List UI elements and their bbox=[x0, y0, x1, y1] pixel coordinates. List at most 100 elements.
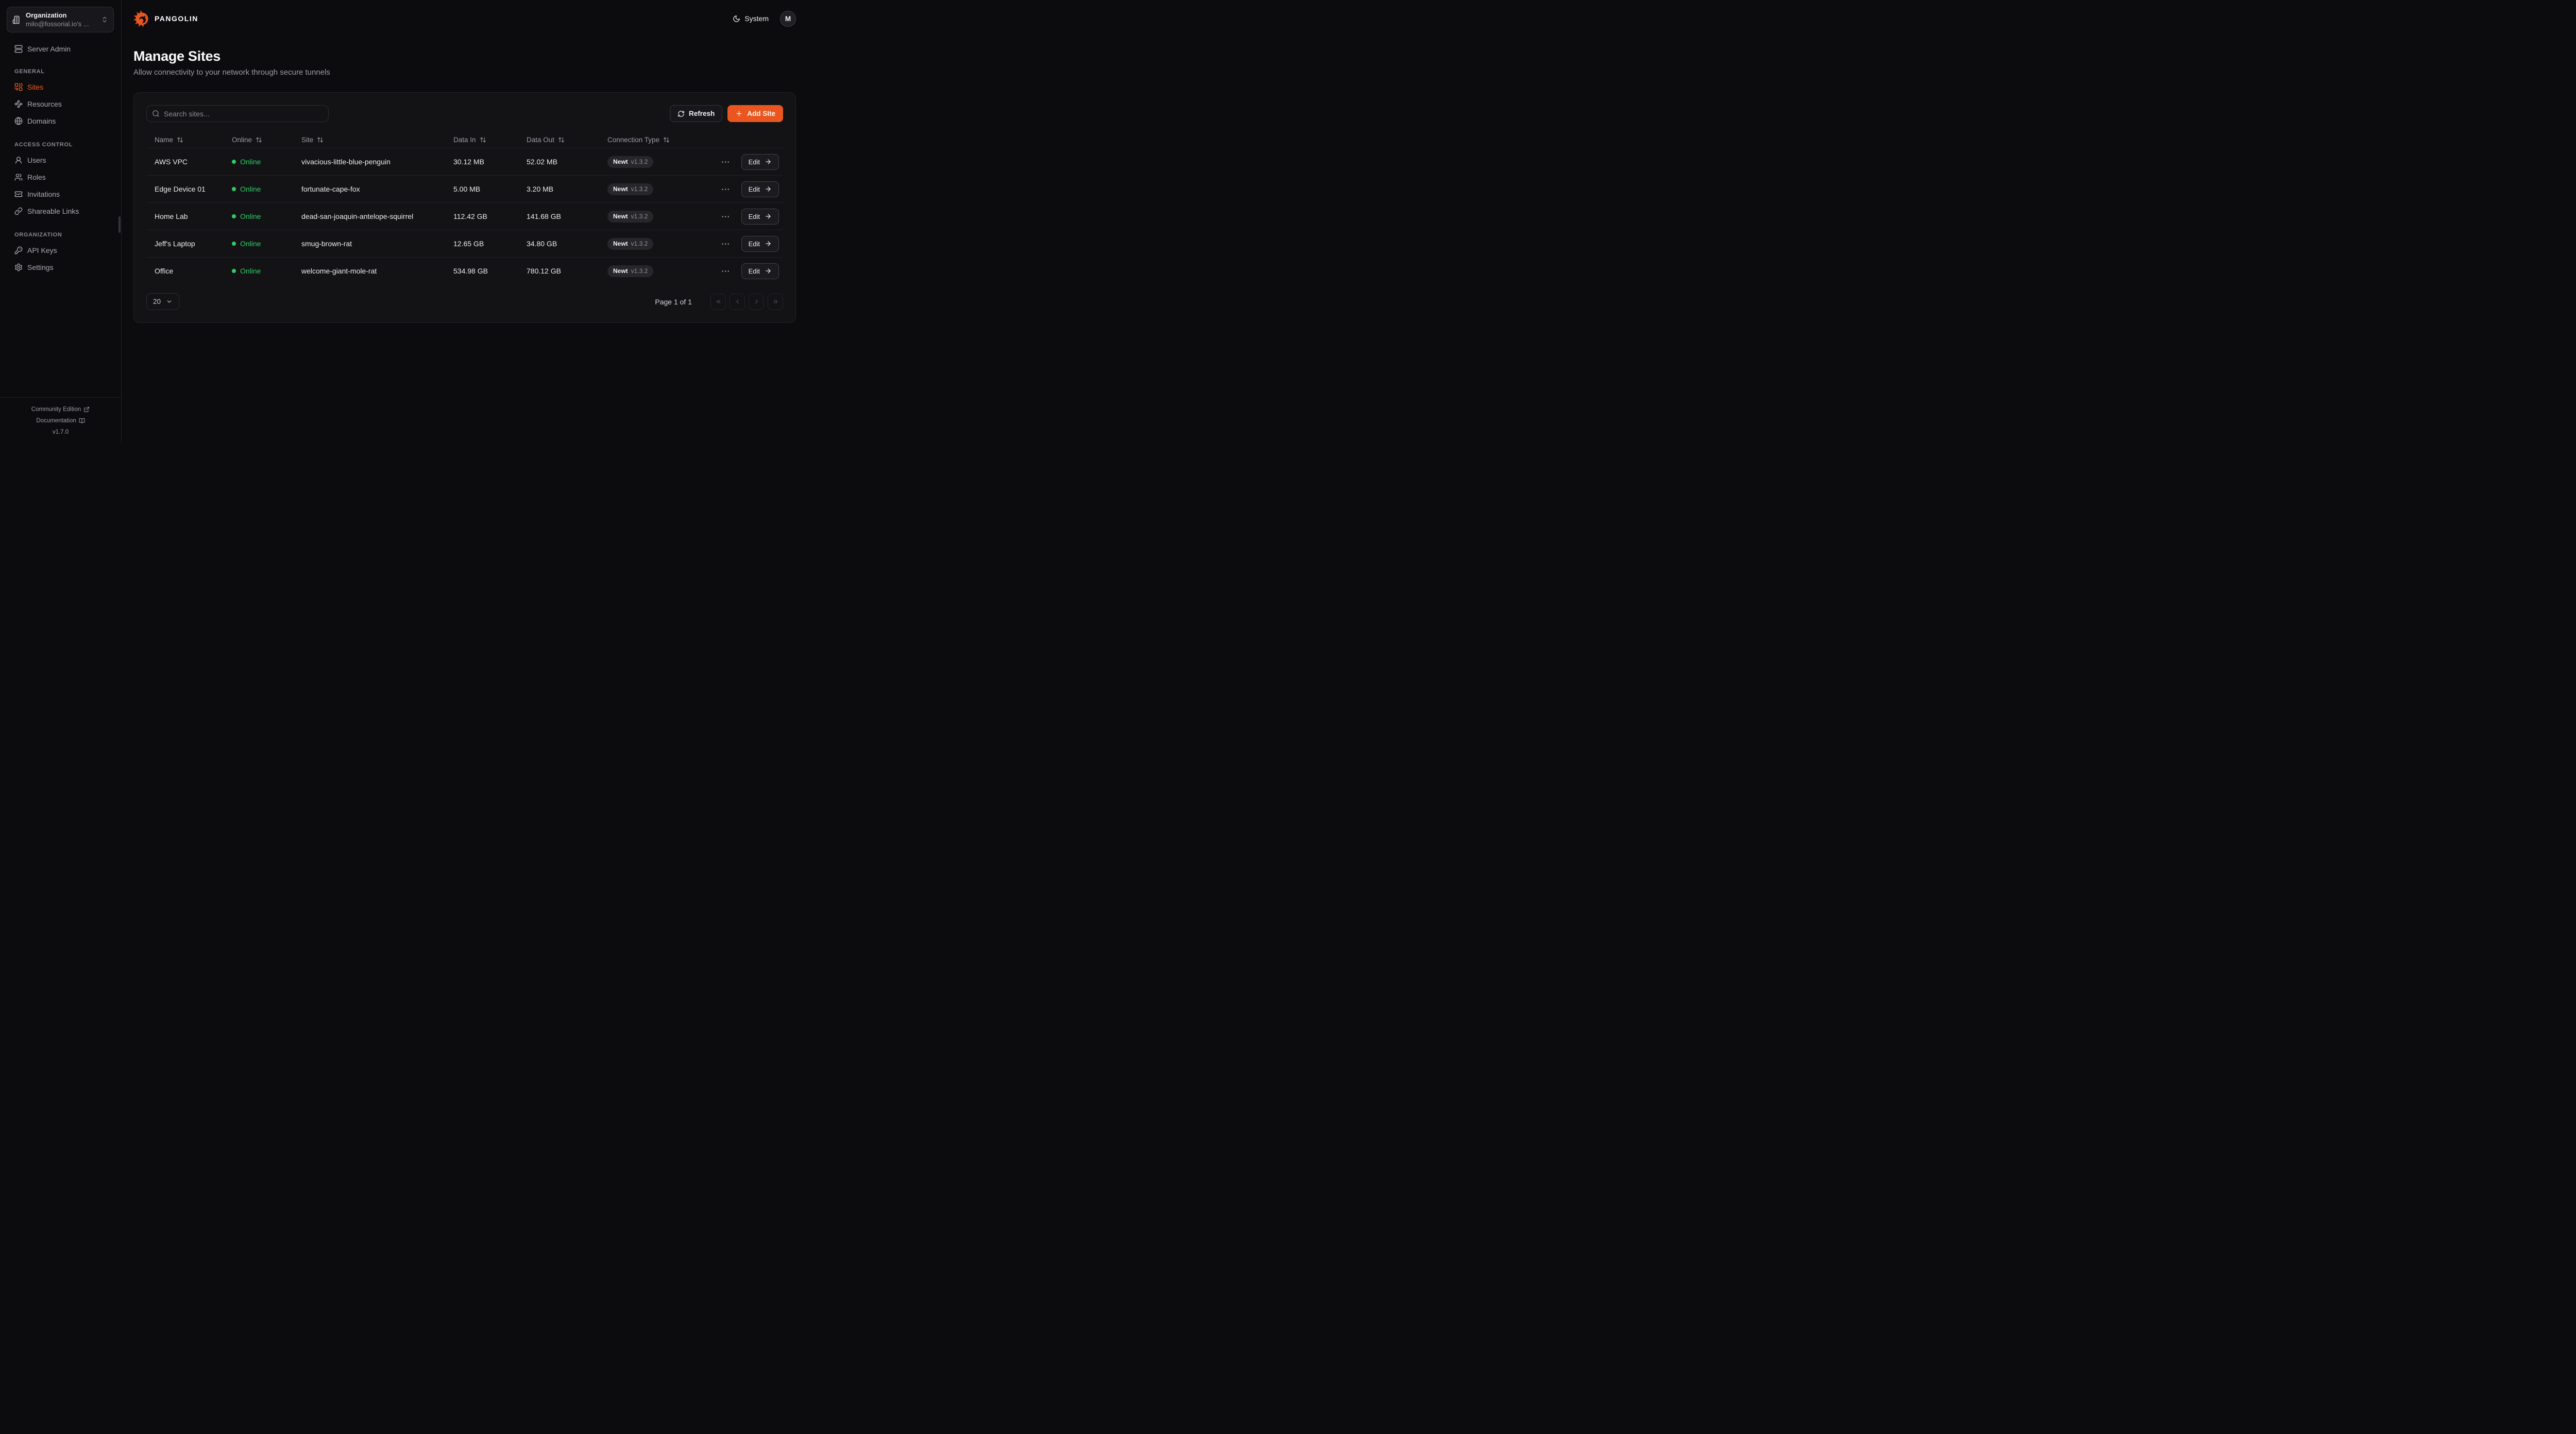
connection-type-badge: Newt v1.3.2 bbox=[607, 183, 654, 195]
edit-button[interactable]: Edit bbox=[741, 181, 779, 197]
row-menu-button[interactable]: ⋯ bbox=[718, 183, 733, 196]
data-in-cell: 12.65 GB bbox=[453, 240, 484, 248]
edit-label: Edit bbox=[748, 267, 760, 275]
connection-type-name: Newt bbox=[613, 240, 628, 247]
search-icon bbox=[152, 110, 159, 117]
table-row: Office Online welcome-giant-mole-rat 534… bbox=[146, 257, 783, 284]
next-page-button[interactable] bbox=[749, 293, 764, 310]
online-label: Online bbox=[240, 158, 261, 166]
online-dot-icon bbox=[232, 242, 236, 246]
chevrons-up-down-icon bbox=[103, 16, 107, 23]
prev-page-button[interactable] bbox=[730, 293, 745, 310]
column-header-data-in[interactable]: Data In bbox=[445, 136, 518, 144]
refresh-button[interactable]: Refresh bbox=[669, 105, 723, 122]
sidebar-item-settings[interactable]: Settings bbox=[6, 259, 115, 276]
topbar-right: System M bbox=[733, 10, 796, 27]
column-header-name[interactable]: Name bbox=[146, 136, 224, 144]
connection-type-name: Newt bbox=[613, 185, 628, 193]
app-window: Organization milo@fossorial.io's ... Ser… bbox=[0, 0, 808, 443]
row-actions: ⋯ Edit bbox=[718, 235, 783, 252]
sidebar-item-users[interactable]: Users bbox=[6, 152, 115, 168]
sidebar-item-resources[interactable]: Resources bbox=[6, 96, 115, 112]
sidebar-item-roles[interactable]: Roles bbox=[6, 169, 115, 185]
brand: PANGOLIN bbox=[133, 10, 198, 27]
documentation-link[interactable]: Documentation bbox=[5, 415, 116, 426]
org-selector-label: Organization bbox=[26, 11, 67, 19]
chevron-right-icon bbox=[755, 299, 758, 304]
site-name-cell: AWS VPC bbox=[155, 158, 188, 166]
org-selector[interactable]: Organization milo@fossorial.io's ... bbox=[7, 7, 114, 32]
online-status-cell: Online bbox=[224, 240, 293, 248]
connection-type-badge: Newt v1.3.2 bbox=[607, 210, 654, 223]
globe-icon bbox=[14, 117, 23, 125]
page-content: Manage Sites Allow connectivity to your … bbox=[122, 37, 808, 323]
page-size-select[interactable]: 20 bbox=[146, 293, 180, 310]
column-header-online[interactable]: Online bbox=[224, 136, 293, 144]
row-menu-button[interactable]: ⋯ bbox=[718, 237, 733, 250]
app-version: v1.7.0 bbox=[52, 429, 69, 435]
add-site-button[interactable]: Add Site bbox=[727, 105, 783, 122]
column-header-data-out[interactable]: Data Out bbox=[518, 136, 599, 144]
sidebar-item-label: Resources bbox=[27, 100, 62, 108]
connection-type-version: v1.3.2 bbox=[631, 185, 648, 193]
edit-label: Edit bbox=[748, 158, 760, 166]
sidebar-item-label: Domains bbox=[27, 117, 56, 125]
sidebar-item-label: API Keys bbox=[27, 246, 57, 254]
pangolin-logo-icon bbox=[133, 10, 148, 27]
data-out-cell: 34.80 GB bbox=[527, 240, 557, 248]
sidebar-item-sites[interactable]: Sites bbox=[6, 79, 115, 95]
sidebar-item-label: Invitations bbox=[27, 190, 60, 198]
row-menu-button[interactable]: ⋯ bbox=[718, 156, 733, 168]
edit-button[interactable]: Edit bbox=[741, 263, 779, 279]
sidebar-item-label: Server Admin bbox=[27, 45, 71, 53]
search-input[interactable] bbox=[146, 105, 329, 122]
gear-icon bbox=[15, 263, 22, 271]
moon-icon bbox=[733, 15, 740, 22]
connection-type-name: Newt bbox=[613, 267, 628, 275]
search-wrap bbox=[146, 105, 329, 122]
first-page-button[interactable] bbox=[710, 293, 726, 310]
sidebar-scrollbar[interactable] bbox=[118, 216, 121, 233]
avatar[interactable]: M bbox=[780, 10, 796, 27]
sidebar-item-server-admin[interactable]: Server Admin bbox=[6, 41, 115, 57]
sidebar-item-label: Shareable Links bbox=[27, 207, 79, 215]
book-open-icon bbox=[79, 418, 85, 423]
chevrons-right-icon bbox=[773, 300, 777, 303]
sidebar-item-domains[interactable]: Domains bbox=[6, 113, 115, 129]
sidebar-nav: Server Admin GENERAL Sites Resources Dom… bbox=[0, 36, 121, 397]
card-toolbar: Refresh Add Site bbox=[146, 105, 783, 122]
connection-type-cell: Newt v1.3.2 bbox=[599, 183, 718, 195]
site-name-cell: Office bbox=[155, 267, 174, 275]
connection-type-badge: Newt v1.3.2 bbox=[607, 237, 654, 250]
chevron-left-icon bbox=[736, 299, 739, 304]
site-slug-cell: dead-san-joaquin-antelope-squirrel bbox=[301, 212, 414, 220]
community-edition-link[interactable]: Community Edition bbox=[5, 404, 116, 415]
connection-type-version: v1.3.2 bbox=[631, 213, 648, 220]
sidebar-item-invitations[interactable]: Invitations bbox=[6, 186, 115, 202]
table-row: AWS VPC Online vivacious-little-blue-pen… bbox=[146, 148, 783, 175]
sidebar-item-shareable-links[interactable]: Shareable Links bbox=[6, 203, 115, 219]
sidebar-item-label: Users bbox=[27, 156, 46, 164]
edit-button[interactable]: Edit bbox=[741, 235, 779, 252]
column-header-connection-type[interactable]: Connection Type bbox=[599, 136, 718, 144]
row-actions: ⋯ Edit bbox=[718, 181, 783, 197]
row-menu-button[interactable]: ⋯ bbox=[718, 210, 733, 223]
section-label-general: GENERAL bbox=[14, 69, 45, 75]
row-menu-button[interactable]: ⋯ bbox=[718, 265, 733, 278]
edit-button[interactable]: Edit bbox=[741, 153, 779, 170]
site-slug-cell: vivacious-little-blue-penguin bbox=[301, 158, 391, 166]
sort-icon bbox=[177, 137, 183, 142]
org-text: Organization milo@fossorial.io's ... bbox=[26, 11, 96, 28]
theme-toggle[interactable]: System bbox=[733, 14, 769, 23]
sidebar-item-api-keys[interactable]: API Keys bbox=[6, 242, 115, 259]
last-page-button[interactable] bbox=[768, 293, 783, 310]
chevron-down-icon bbox=[167, 300, 172, 303]
table-row: Home Lab Online dead-san-joaquin-antelop… bbox=[146, 202, 783, 230]
online-label: Online bbox=[240, 212, 261, 220]
user-icon bbox=[15, 157, 22, 164]
column-header-site[interactable]: Site bbox=[293, 136, 445, 144]
edit-button[interactable]: Edit bbox=[741, 208, 779, 225]
table-footer: 20 Page 1 of 1 bbox=[146, 293, 783, 310]
online-label: Online bbox=[240, 185, 261, 193]
online-status-cell: Online bbox=[224, 158, 293, 166]
